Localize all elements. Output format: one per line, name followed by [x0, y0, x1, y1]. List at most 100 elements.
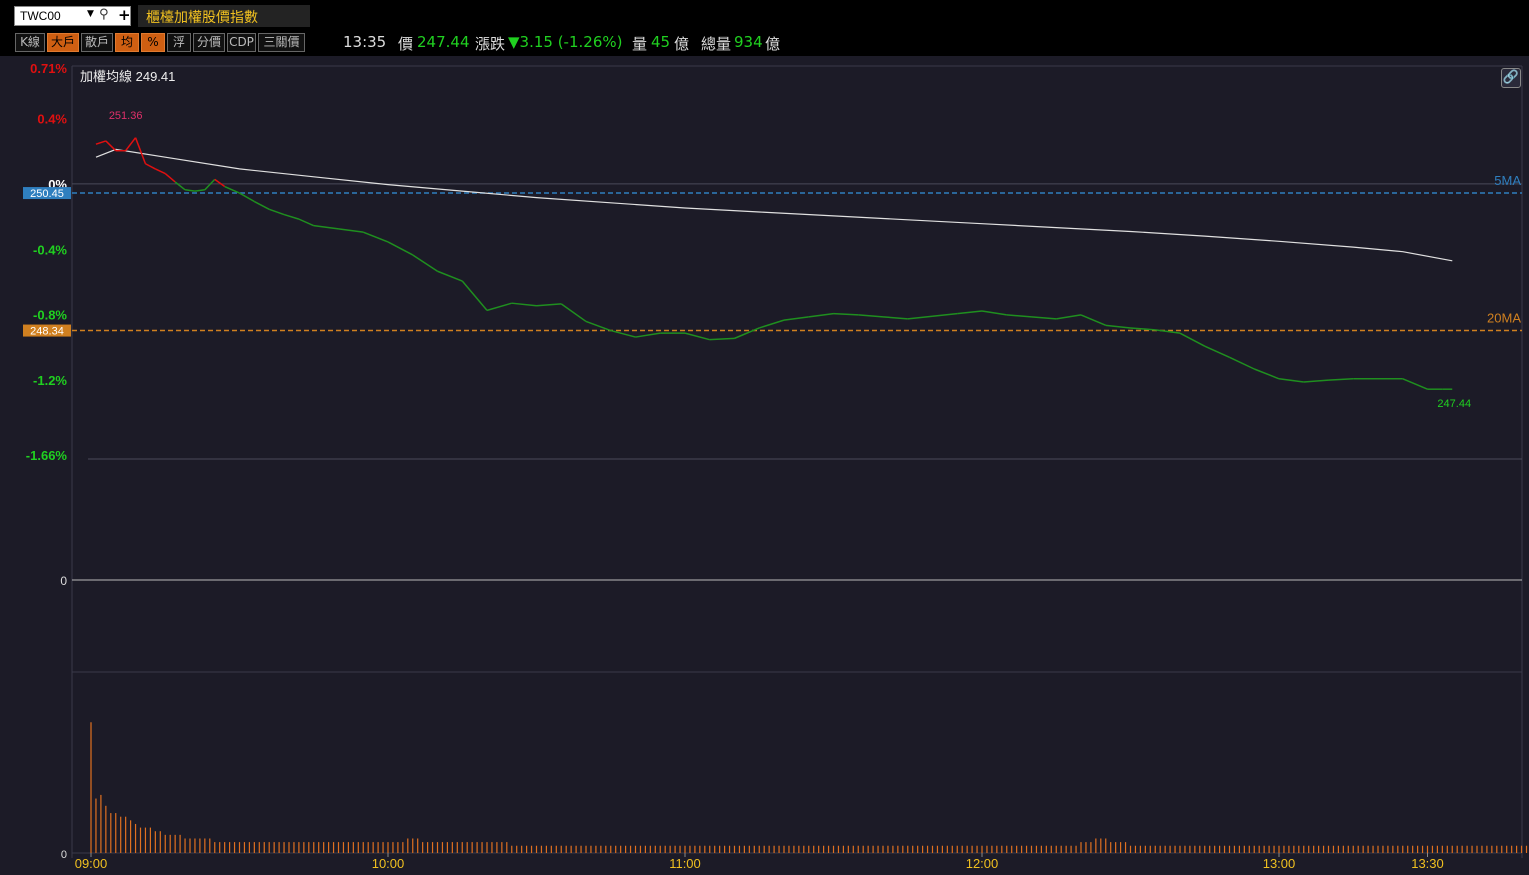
symbol-input[interactable]: TWC00 ▼ ⚲ + — [14, 6, 131, 26]
x-tick-label: 11:00 — [669, 856, 701, 871]
change-value: ▼3.15 (-1.26%) — [508, 33, 623, 51]
ma-name-label: 20MA — [1487, 311, 1521, 326]
volume-zero-label: 0 — [61, 849, 67, 861]
price-line-segment — [412, 254, 438, 272]
ma-price-label: 248.34 — [30, 326, 64, 338]
price-line-segment — [461, 280, 488, 311]
price-line-segment — [155, 168, 166, 175]
y-tick-label: 0.4% — [37, 112, 67, 127]
instrument-name-text: 櫃檯加權股價指數 — [146, 10, 258, 26]
price-line-segment — [882, 316, 908, 320]
price-line-segment — [610, 329, 636, 338]
sub-chart-zero-label: 0 — [60, 574, 67, 588]
price-line-segment — [313, 224, 339, 230]
price-line-segment — [1204, 345, 1230, 358]
price-line-segment — [174, 181, 186, 191]
price-line-segment — [486, 302, 512, 312]
add-icon[interactable]: + — [118, 6, 131, 24]
ma-name-label: 5MA — [1494, 173, 1521, 188]
price-line-segment — [1155, 329, 1181, 334]
y-tick-label: -1.2% — [33, 373, 67, 388]
ma-price-label: 250.45 — [30, 188, 64, 200]
search-icon[interactable]: ⚲ — [99, 7, 109, 22]
link-icon[interactable]: 🔗 — [1501, 68, 1521, 88]
price-line-segment — [1328, 378, 1354, 381]
price-line-segment — [1056, 314, 1082, 320]
price-line-segment — [957, 310, 983, 315]
price-line-segment — [298, 218, 315, 227]
total-volume-label: 總量 — [701, 35, 732, 53]
price-line-segment — [833, 312, 859, 316]
x-tick-label: 13:00 — [1263, 856, 1296, 871]
price-line-segment — [808, 312, 834, 318]
price-line-segment — [184, 189, 196, 192]
volume-value: 45 — [651, 33, 671, 51]
average-button[interactable]: 均 — [115, 33, 139, 52]
price-line-segment — [1105, 324, 1131, 329]
price-line-segment — [145, 163, 156, 170]
price-line-segment — [511, 302, 537, 307]
price-line-segment — [981, 310, 1007, 316]
k-line-button[interactable]: K線 — [15, 33, 45, 52]
cdp-button[interactable]: CDP — [227, 33, 256, 52]
price-line-segment — [194, 189, 205, 192]
ma-price-tag — [23, 187, 71, 200]
price-line-segment — [759, 319, 785, 329]
price-line-segment — [105, 140, 117, 152]
price-line-segment — [1278, 378, 1304, 383]
retail-button[interactable]: 散戶 — [81, 33, 113, 52]
price-line-segment — [734, 327, 760, 340]
change-label: 漲跌 — [475, 35, 506, 53]
price-line-segment — [1303, 379, 1329, 383]
price-line-segment — [134, 137, 147, 165]
total-volume-unit: 億 — [765, 35, 781, 53]
price-line-segment — [907, 315, 933, 320]
x-tick-label: 10:00 — [372, 856, 405, 871]
toolbar: K線 大戶 散戶 均 % 浮 分價 CDP 三關價 13:35 價 247.44… — [0, 30, 1529, 56]
price-line-segment — [362, 231, 389, 243]
volume-label: 量 — [632, 35, 648, 53]
price-line-segment — [1006, 314, 1032, 318]
price-line-segment — [239, 192, 255, 203]
price-value: 247.44 — [417, 33, 470, 51]
price-distribution-button[interactable]: 分價 — [193, 33, 225, 52]
price-line-segment — [560, 303, 587, 323]
price-line-segment — [204, 178, 216, 191]
price-line-segment — [536, 303, 562, 307]
price-line-segment — [254, 200, 270, 211]
price-line-segment — [635, 332, 661, 338]
price-line-segment — [224, 185, 240, 194]
price-line-segment — [95, 140, 107, 145]
ma-price-tag — [23, 324, 71, 337]
x-tick-label: 13:30 — [1411, 856, 1444, 871]
chevron-down-icon[interactable]: ▼ — [87, 9, 94, 19]
price-line-segment — [783, 316, 809, 321]
price-line-segment — [1229, 356, 1255, 370]
big-trader-button[interactable]: 大戶 — [47, 33, 79, 52]
price-line-segment — [858, 314, 884, 318]
instrument-name: 櫃檯加權股價指數 — [138, 5, 310, 27]
high-price-label: 251.36 — [109, 110, 143, 122]
price-line-segment — [932, 312, 958, 317]
percent-button[interactable]: % — [141, 33, 165, 52]
price-line-segment — [585, 320, 612, 332]
price-label: 價 — [398, 35, 414, 53]
last-price-label: 247.44 — [1437, 398, 1471, 410]
x-tick-label: 12:00 — [966, 856, 999, 871]
price-line-segment — [164, 172, 176, 183]
three-level-price-button[interactable]: 三關價 — [258, 33, 305, 52]
y-tick-label: 0.71% — [30, 61, 67, 76]
price-line-segment — [1130, 327, 1156, 331]
float-button[interactable]: 浮 — [167, 33, 191, 52]
y-tick-label: -0.4% — [33, 242, 67, 257]
price-line-segment — [1080, 314, 1107, 327]
average-price-line — [95, 148, 1453, 262]
price-line-segment — [1402, 378, 1428, 390]
x-tick-label: 09:00 — [75, 856, 108, 871]
y-tick-label: -0.8% — [33, 308, 67, 323]
price-line-segment — [1253, 368, 1280, 380]
price-line-segment — [283, 213, 300, 220]
price-line-segment — [387, 241, 414, 256]
y-tick-label: -1.66% — [26, 448, 68, 463]
